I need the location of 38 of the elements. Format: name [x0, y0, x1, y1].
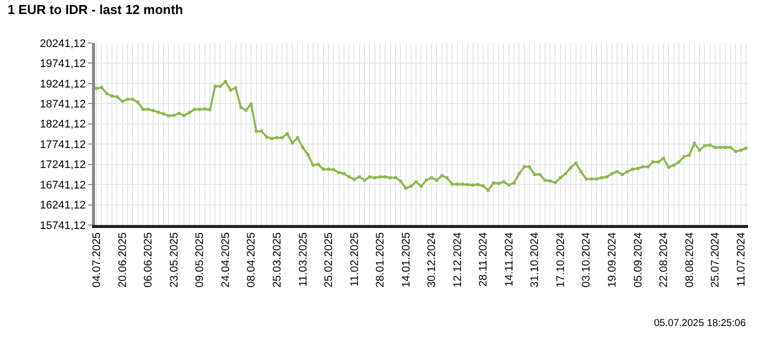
y-tick-label: 17741,12 [40, 138, 86, 151]
chart-title: 1 EUR to IDR - last 12 month [8, 2, 184, 18]
x-tick-label: 23.05.2025 [168, 232, 180, 288]
x-tick-label: 31.10.2024 [529, 232, 542, 288]
x-tick-label: 08.04.2025 [246, 232, 258, 288]
x-tick-label: 25.03.2025 [272, 232, 284, 288]
x-tick-label: 06.06.2025 [142, 232, 155, 288]
y-tick-label: 19741,12 [40, 58, 86, 70]
y-tick-label: 15741,12 [40, 220, 86, 232]
x-tick-label: 04.07.2025 [91, 232, 104, 288]
x-tick-label: 05.09.2024 [632, 232, 644, 288]
x-tick-label: 11.07.2024 [735, 232, 748, 287]
y-tick-label: 16241,12 [40, 200, 86, 212]
x-tick-label: 08.08.2024 [684, 232, 696, 288]
x-tick-label: 03.10.2024 [580, 232, 593, 288]
x-tick-label: 12.12.2024 [452, 232, 464, 288]
y-tick-label: 18741,12 [40, 98, 86, 111]
x-tick-label: 25.02.2025 [323, 232, 336, 288]
x-tick-label: 19.09.2024 [606, 232, 619, 288]
x-tick-label: 30.12.2024 [426, 232, 438, 288]
x-tick-label: 14.01.2025 [400, 232, 412, 288]
x-tick-label: 11.02.2025 [348, 232, 361, 287]
x-tick-label: 24.04.2025 [220, 232, 232, 288]
y-tick-label: 18241,12 [40, 118, 86, 131]
x-tick-label: 28.11.2024 [478, 232, 490, 287]
x-tick-label: 14.11.2024 [503, 232, 516, 287]
x-tick-label: 28.01.2025 [374, 232, 387, 288]
y-tick-label: 19241,12 [40, 78, 86, 90]
x-tick-label: 09.05.2025 [194, 232, 206, 288]
text: 05.07.2025 18:25:06 [654, 318, 746, 329]
x-tick-label: 11.03.2025 [297, 232, 310, 287]
y-tick-label: 16741,12 [40, 179, 86, 192]
x-tick-label: 17.10.2024 [554, 232, 567, 288]
y-tick-label: 20241,12 [40, 38, 86, 50]
x-tick-label: 25.07.2024 [710, 232, 722, 288]
x-tick-label: 22.08.2024 [658, 232, 670, 288]
x-tick-label: 20.06.2025 [116, 232, 129, 288]
y-tick-label: 17241,12 [40, 159, 86, 172]
